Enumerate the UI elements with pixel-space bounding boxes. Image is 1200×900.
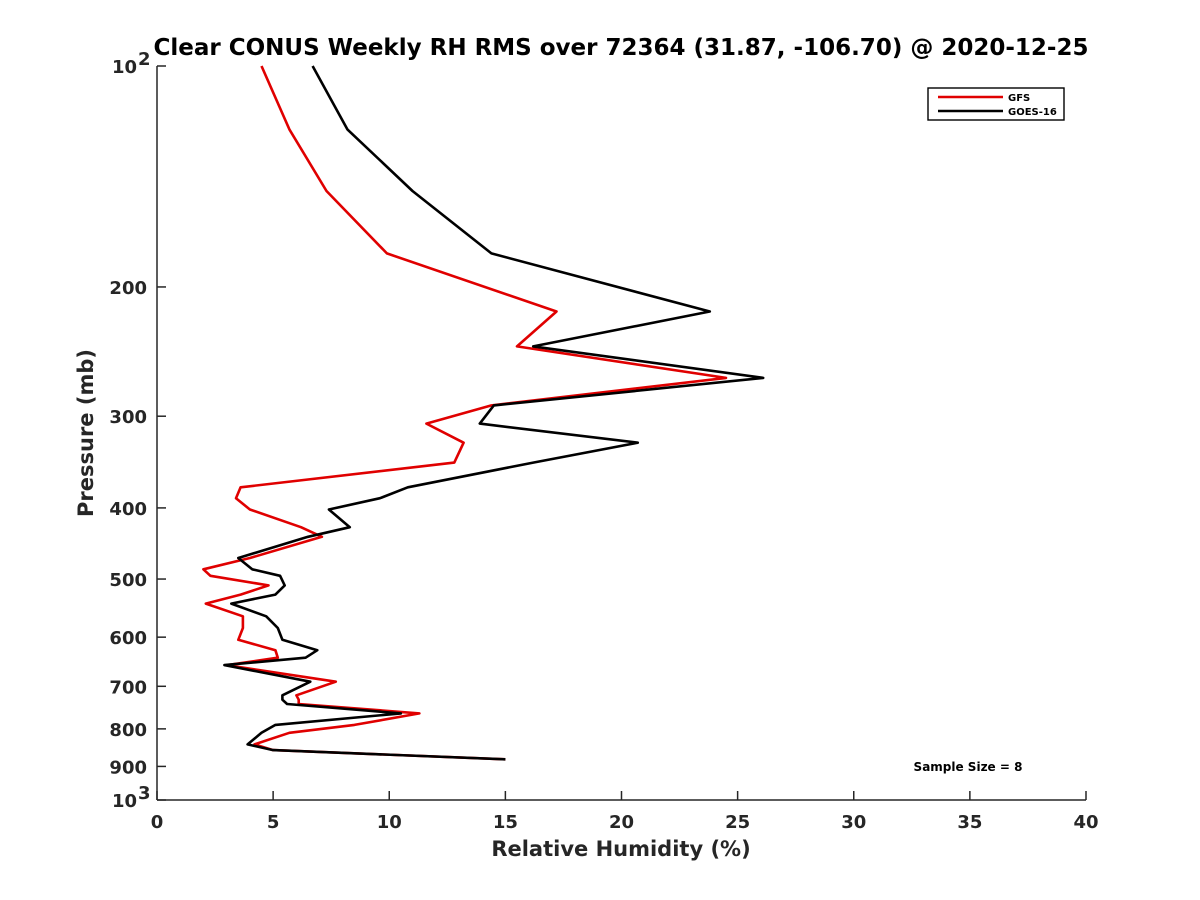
y-tick-label: 800 <box>109 720 147 741</box>
y-tick-label: 10 <box>112 791 137 812</box>
x-tick-label: 0 <box>151 812 164 833</box>
x-tick-label: 40 <box>1073 812 1098 833</box>
sample-size-annotation: Sample Size = 8 <box>914 760 1023 774</box>
y-tick-label: 700 <box>109 677 147 698</box>
x-tick-label: 30 <box>841 812 866 833</box>
x-tick-label: 5 <box>267 812 280 833</box>
y-tick-exponent: 3 <box>138 783 151 804</box>
y-axis-label: Pressure (mb) <box>74 349 98 517</box>
series-line-gfs <box>202 65 728 761</box>
y-tick-exponent: 2 <box>138 49 151 70</box>
y-tick-label: 10 <box>112 57 137 78</box>
x-tick-label: 15 <box>493 812 518 833</box>
x-tick-label: 25 <box>725 812 750 833</box>
y-tick-label: 900 <box>109 757 147 778</box>
x-tick-label: 10 <box>377 812 402 833</box>
y-tick-label: 400 <box>109 499 147 520</box>
x-axis-label: Relative Humidity (%) <box>491 837 750 861</box>
x-tick-label: 35 <box>957 812 982 833</box>
x-tick-label: 20 <box>609 812 634 833</box>
x-axis-ticks: 0 5 10 15 20 25 30 35 40 <box>151 791 1099 833</box>
legend-box <box>927 87 1065 121</box>
y-tick-label: 200 <box>109 278 147 299</box>
y-tick-label: 600 <box>109 628 147 649</box>
y-tick-label: 300 <box>109 407 147 428</box>
legend: GFS GOES-16 <box>927 87 1065 121</box>
legend-entry: GOES-16 <box>1008 107 1057 118</box>
legend-entry: GFS <box>1008 93 1030 104</box>
series-layer <box>202 65 765 761</box>
y-tick-label: 500 <box>109 570 147 591</box>
chart-title: Clear CONUS Weekly RH RMS over 72364 (31… <box>154 35 1089 61</box>
series-line-goes-16 <box>223 65 765 761</box>
